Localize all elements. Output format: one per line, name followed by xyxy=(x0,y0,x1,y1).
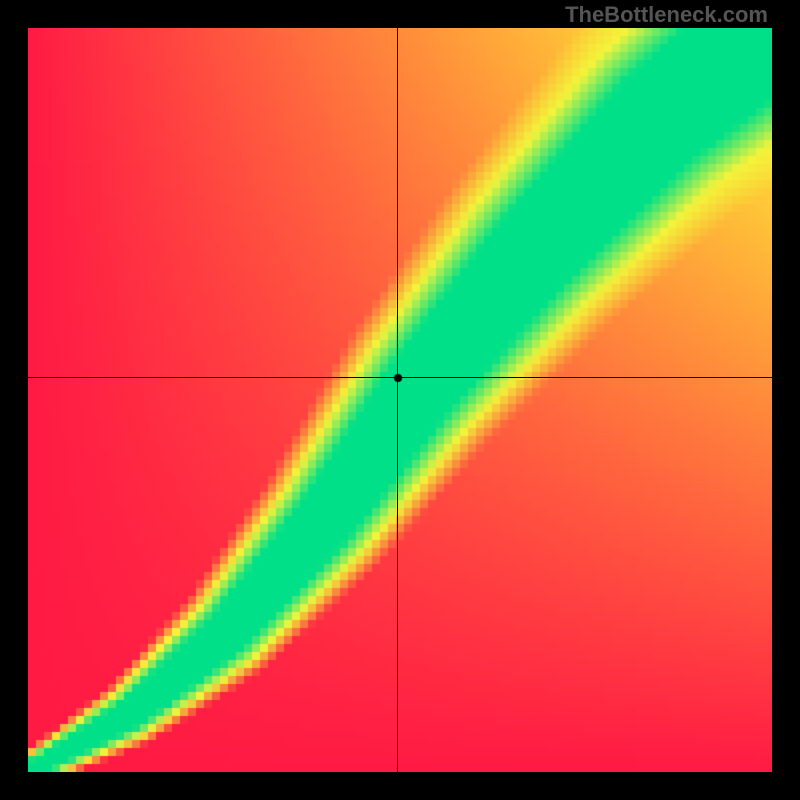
crosshair-marker xyxy=(393,373,403,383)
crosshair-vertical xyxy=(397,28,398,772)
bottleneck-heatmap xyxy=(28,28,772,772)
watermark-text: TheBottleneck.com xyxy=(565,2,768,28)
